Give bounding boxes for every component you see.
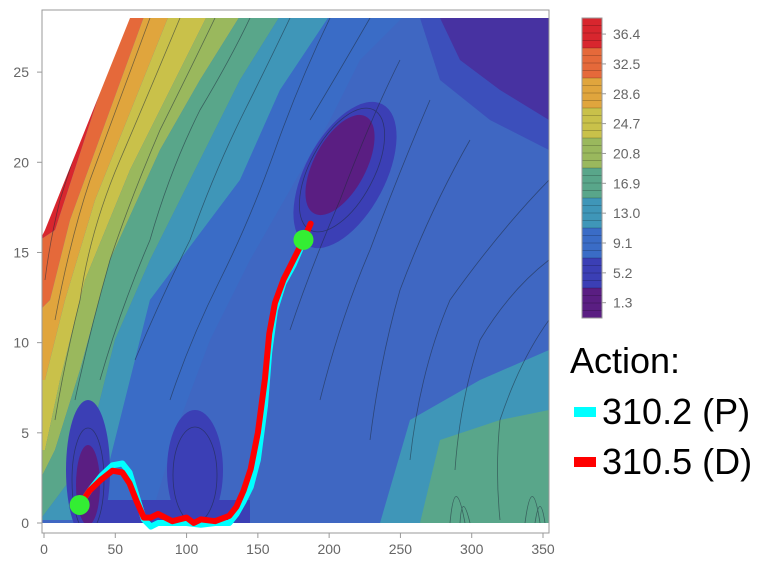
- x-tick-label: 150: [246, 541, 270, 557]
- x-tick-label: 50: [107, 541, 123, 557]
- start-point: [69, 494, 90, 515]
- legend-swatch-p: [574, 407, 596, 417]
- legend-label-p: 310.2 (P): [602, 391, 751, 432]
- colorbar-tick-label: 28.6: [613, 86, 640, 102]
- colorbar-tick-label: 5.2: [613, 265, 633, 281]
- series-line-d: [76, 220, 314, 526]
- y-tick-label: 10: [13, 335, 29, 351]
- legend-swatch-d: [574, 457, 596, 467]
- legend-entry-p: 310.2 (P): [574, 391, 751, 432]
- x-tick-label: 350: [531, 541, 555, 557]
- colorbar-tick-label: 24.7: [613, 116, 640, 132]
- y-tick-label: 25: [13, 64, 29, 80]
- colorbar-segment: [582, 108, 602, 139]
- colorbar-tick-label: 32.5: [613, 56, 640, 72]
- colorbar-segment: [582, 138, 602, 169]
- y-tick-label: 0: [21, 515, 29, 531]
- x-axis: 0 50 100 150 200 250 300 350: [40, 533, 555, 557]
- y-tick-label: 20: [13, 154, 29, 170]
- colorbar-segment: [582, 198, 602, 229]
- series-layer: [76, 220, 314, 530]
- colorbar-tick-label: 9.1: [613, 235, 633, 251]
- colorbar-segment: [582, 168, 602, 199]
- colorbar-tick-label: 13.0: [613, 205, 640, 221]
- legend-label-d: 310.5 (D): [602, 441, 753, 482]
- y-tick-label: 15: [13, 244, 29, 260]
- colorbar-tick-label: 20.8: [613, 145, 640, 161]
- contour-field: [42, 18, 549, 523]
- colorbar-segment: [582, 48, 602, 79]
- colorbar-segment: [582, 78, 602, 109]
- colorbar-segment: [582, 18, 602, 49]
- x-tick-label: 0: [40, 541, 48, 557]
- end-point: [293, 229, 314, 250]
- y-tick-label: 5: [21, 425, 29, 441]
- marker-layer: [69, 229, 314, 515]
- x-tick-label: 100: [175, 541, 199, 557]
- legend-entry-d: 310.5 (D): [574, 441, 753, 482]
- colorbar-segment: [582, 288, 602, 319]
- colorbar-tick-label: 1.3: [613, 295, 633, 311]
- plot-frame: [41, 9, 550, 534]
- colorbar-tick-label: 36.4: [613, 26, 640, 42]
- y-axis: 0 5 10 15 20 25: [13, 64, 42, 531]
- colorbar-segment: [582, 228, 602, 259]
- colorbar-tick-label: 16.9: [613, 175, 640, 191]
- colorbar-segment: [582, 258, 602, 289]
- x-tick-label: 300: [460, 541, 484, 557]
- x-tick-label: 200: [317, 541, 341, 557]
- x-tick-label: 250: [389, 541, 413, 557]
- colorbar-frame: [581, 17, 603, 319]
- legend-title: Action:: [570, 340, 681, 381]
- colorbar: 1.3 5.2 9.1 13.0 16.9 20.8 24.7 28.6 32.5 36.4: [581, 17, 640, 319]
